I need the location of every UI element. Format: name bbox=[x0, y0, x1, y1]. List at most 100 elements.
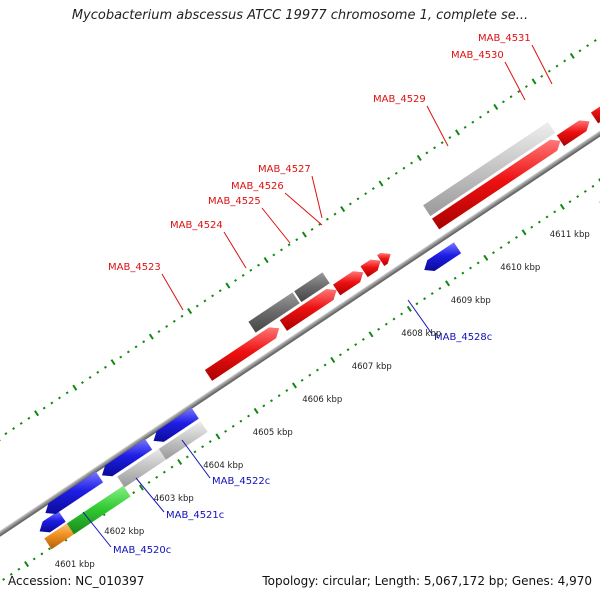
label-leader-line bbox=[531, 44, 553, 85]
pseudo-gene-dark[interactable] bbox=[294, 272, 330, 303]
pseudo-gene-light[interactable] bbox=[423, 122, 556, 217]
tick-mark bbox=[530, 225, 534, 229]
tick-mark bbox=[234, 279, 238, 282]
tick-mark bbox=[172, 319, 176, 323]
tick-mark bbox=[32, 557, 36, 561]
label-leader-line bbox=[504, 61, 526, 101]
forward-gene-label[interactable]: MAB_4524 bbox=[170, 220, 223, 231]
tick-mark bbox=[394, 171, 398, 175]
forward-gene-label[interactable]: MAB_4523 bbox=[108, 262, 161, 273]
label-leader-line bbox=[426, 105, 449, 147]
tick-mark bbox=[291, 382, 297, 389]
tick-label: 4610 kbp bbox=[500, 263, 540, 273]
tick-mark bbox=[272, 253, 276, 257]
tick-mark bbox=[96, 370, 100, 374]
tick-mark bbox=[249, 268, 253, 272]
tick-mark bbox=[215, 433, 221, 440]
pseudo-gene-light[interactable] bbox=[117, 446, 171, 488]
reverse-gene-label[interactable]: MAB_4528c bbox=[434, 332, 492, 343]
tick-mark bbox=[263, 257, 269, 264]
tick-mark bbox=[203, 299, 207, 303]
tick-mark bbox=[354, 343, 358, 347]
tick-mark bbox=[211, 294, 215, 298]
tick-mark bbox=[50, 401, 54, 405]
tick-mark bbox=[476, 261, 480, 265]
tick-mark bbox=[187, 308, 193, 315]
tick-mark bbox=[492, 251, 495, 255]
tick-mark bbox=[239, 419, 243, 423]
tick-mark bbox=[348, 202, 352, 206]
tick-labels: 4601 kbp 4602 kbp 4603 kbp 4604 kbp 4605 kbp… bbox=[55, 197, 600, 570]
reverse-gene-arrow[interactable] bbox=[39, 510, 66, 533]
forward-gene-arrow[interactable] bbox=[556, 120, 590, 147]
tick-mark bbox=[540, 74, 544, 78]
tick-mark bbox=[40, 552, 44, 556]
tick-mark bbox=[340, 205, 346, 213]
forward-gene-arrow[interactable] bbox=[432, 139, 561, 230]
tick-mark bbox=[559, 203, 565, 210]
tick-mark bbox=[568, 200, 572, 204]
tick-mark bbox=[142, 340, 146, 344]
tick-mark bbox=[287, 243, 291, 247]
tick-mark bbox=[195, 304, 199, 308]
tick-mark bbox=[110, 359, 116, 366]
tick-mark bbox=[493, 103, 499, 110]
pseudo-gene-light[interactable] bbox=[158, 421, 208, 460]
tick-mark bbox=[569, 52, 575, 59]
label-leader-line bbox=[284, 192, 323, 226]
forward-gene-arrow[interactable] bbox=[279, 289, 337, 331]
tick-mark bbox=[521, 229, 527, 236]
tick-mark bbox=[157, 330, 161, 333]
reverse-gene-label[interactable]: MAB_4521c bbox=[166, 510, 224, 521]
tick-mark bbox=[586, 44, 590, 48]
label-leader-line bbox=[181, 439, 211, 479]
tick-mark bbox=[119, 355, 123, 359]
tick-mark bbox=[402, 166, 406, 170]
tick-mark bbox=[384, 322, 388, 326]
forward-gene-arrow[interactable] bbox=[204, 327, 280, 381]
reverse-gene-arrow[interactable] bbox=[45, 471, 104, 515]
forward-gene-arrow[interactable] bbox=[377, 252, 391, 267]
orange-feature[interactable] bbox=[44, 523, 75, 550]
reverse-gene-label[interactable]: MAB_4520c bbox=[113, 545, 171, 556]
forward-gene-label[interactable]: MAB_4525 bbox=[208, 196, 261, 207]
forward-gene-arrow[interactable] bbox=[590, 101, 600, 124]
pseudo-gene-dark[interactable] bbox=[248, 292, 300, 333]
tick-mark bbox=[378, 180, 384, 187]
tick-mark bbox=[185, 455, 189, 459]
forward-gene-label[interactable]: MAB_4529 bbox=[373, 94, 426, 105]
tick-mark bbox=[270, 399, 273, 403]
map-title: Mycobacterium abscessus ATCC 19977 chrom… bbox=[71, 8, 529, 23]
tick-mark bbox=[346, 348, 350, 352]
tick-mark bbox=[277, 394, 281, 398]
reverse-gene-arrow[interactable] bbox=[102, 438, 153, 477]
reverse-gene-label[interactable]: MAB_4522c bbox=[212, 476, 270, 487]
forward-gene-arrow[interactable] bbox=[360, 259, 381, 278]
reverse-gene-arrow[interactable] bbox=[424, 242, 462, 271]
tick-mark bbox=[177, 458, 183, 466]
tick-mark bbox=[310, 227, 314, 231]
tick-mark bbox=[555, 64, 559, 68]
forward-gene-label[interactable]: MAB_4530 bbox=[451, 50, 504, 61]
accession-text: Accession: NC_010397 bbox=[8, 574, 145, 588]
tick-mark bbox=[262, 404, 266, 408]
tick-mark bbox=[368, 331, 374, 338]
tick-mark bbox=[455, 129, 461, 136]
forward-gene-label[interactable]: MAB_4526 bbox=[231, 181, 284, 192]
summary-text: Topology: circular; Length: 5,067,172 bp… bbox=[262, 574, 592, 588]
reverse-gene-arrow[interactable] bbox=[153, 407, 199, 442]
tick-mark bbox=[517, 90, 521, 94]
tick-mark bbox=[333, 212, 337, 216]
forward-gene-label[interactable]: MAB_4531 bbox=[478, 33, 531, 44]
forward-gene-label[interactable]: MAB_4527 bbox=[258, 164, 311, 175]
tick-mark bbox=[257, 263, 260, 267]
tick-mark bbox=[371, 187, 375, 191]
tick-mark bbox=[315, 368, 319, 372]
tick-mark bbox=[72, 384, 78, 391]
green-feature[interactable] bbox=[66, 485, 131, 535]
tick-mark bbox=[24, 561, 30, 568]
forward-gene-arrow[interactable] bbox=[333, 271, 364, 296]
tick-mark bbox=[225, 282, 231, 289]
tick-mark bbox=[170, 465, 174, 469]
